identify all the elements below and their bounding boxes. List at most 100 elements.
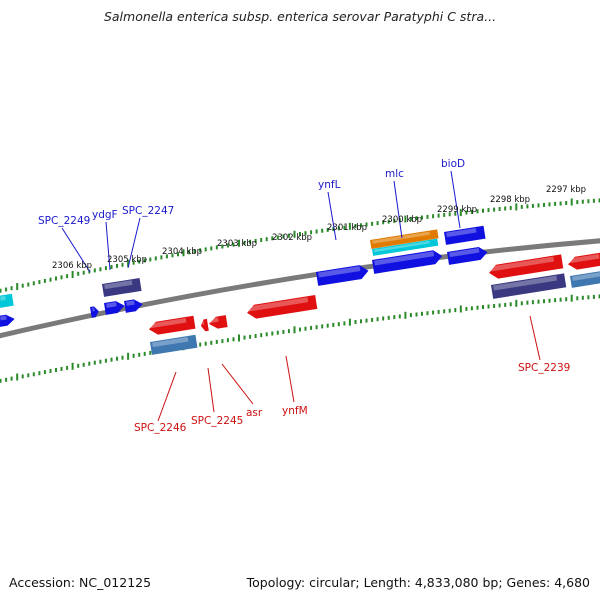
forward-gene-arrow[interactable] bbox=[124, 298, 144, 313]
ruler-tick-label: 2298 kbp bbox=[490, 195, 530, 205]
dark-feature-block[interactable] bbox=[491, 273, 567, 299]
inner-ruler-tick bbox=[348, 318, 351, 326]
outer-ruler-tick bbox=[515, 203, 518, 211]
reverse-gene-label[interactable]: SPC_2246 bbox=[134, 422, 187, 434]
outer-ruler-tick bbox=[437, 213, 440, 218]
reverse-gene-arrow[interactable] bbox=[488, 254, 564, 279]
inner-ruler-tick bbox=[0, 378, 2, 383]
forward-gene-leader bbox=[393, 180, 403, 239]
outer-ruler-tick bbox=[282, 234, 285, 239]
forward-gene-arrow[interactable] bbox=[104, 300, 126, 315]
inner-ruler-tick bbox=[77, 363, 80, 368]
outer-ruler-tick bbox=[49, 277, 52, 282]
forward-gene-arrow[interactable] bbox=[316, 264, 370, 286]
outer-ruler-tick bbox=[171, 253, 174, 258]
inner-ruler-tick bbox=[443, 309, 446, 314]
inner-ruler-tick bbox=[93, 360, 96, 365]
inner-ruler-tick bbox=[5, 377, 8, 382]
outer-ruler-tick bbox=[554, 201, 557, 206]
outer-ruler-tick bbox=[315, 229, 318, 234]
outer-ruler-tick bbox=[182, 249, 185, 257]
dark-feature-block[interactable] bbox=[102, 278, 142, 297]
outer-ruler-tick bbox=[116, 263, 118, 268]
inner-ruler-tick bbox=[421, 311, 423, 316]
forward-gene-label[interactable]: SPC_2247 bbox=[122, 205, 174, 217]
outer-ruler-tick bbox=[415, 216, 418, 221]
inner-ruler-tick bbox=[493, 304, 496, 308]
ruler-tick-label: 2299 kbp bbox=[437, 205, 477, 215]
reverse-gene-arrow[interactable] bbox=[200, 318, 209, 332]
outer-ruler-tick bbox=[326, 227, 329, 232]
outer-ruler-tick bbox=[565, 201, 568, 205]
outer-ruler-tick bbox=[570, 198, 573, 206]
inner-ruler-tick bbox=[315, 325, 318, 330]
outer-ruler-tick bbox=[409, 216, 412, 221]
outer-ruler-tick bbox=[360, 223, 362, 228]
forward-gene-leader bbox=[61, 227, 91, 273]
outer-ruler-tick bbox=[543, 202, 545, 207]
forward-gene-label[interactable]: SPC_2249 bbox=[38, 215, 90, 227]
forward-gene-arrow[interactable] bbox=[447, 246, 489, 265]
outer-ruler-tick bbox=[293, 230, 296, 238]
outer-ruler-tick bbox=[404, 215, 407, 223]
reverse-gene-label[interactable]: ynfM bbox=[282, 405, 308, 417]
outer-ruler-tick bbox=[276, 235, 279, 240]
inner-ruler-tick bbox=[276, 330, 279, 335]
outer-ruler-tick bbox=[238, 239, 240, 247]
outer-ruler-tick bbox=[243, 240, 246, 245]
inner-ruler-tick bbox=[82, 362, 85, 367]
inner-ruler-tick bbox=[66, 365, 69, 370]
reverse-gene-label[interactable]: SPC_2239 bbox=[518, 362, 570, 374]
inner-ruler-tick bbox=[476, 305, 479, 310]
reverse-gene-arrow[interactable] bbox=[246, 295, 318, 320]
outer-ruler-tick bbox=[459, 209, 462, 217]
inner-ruler-tick bbox=[398, 314, 401, 319]
inner-ruler-tick bbox=[143, 351, 146, 356]
inner-ruler-tick bbox=[326, 323, 329, 328]
inner-ruler-tick bbox=[88, 361, 91, 366]
feature-track[interactable] bbox=[0, 225, 600, 355]
steel-feature-block[interactable] bbox=[150, 334, 198, 355]
inner-ruler-tick bbox=[426, 311, 429, 316]
forward-gene-label[interactable]: ydgF bbox=[92, 209, 118, 221]
outer-ruler-tick bbox=[249, 239, 252, 244]
inner-ruler bbox=[0, 294, 600, 383]
inner-ruler-tick bbox=[127, 352, 130, 360]
inner-ruler-tick bbox=[531, 300, 534, 305]
outer-ruler bbox=[0, 198, 600, 293]
inner-ruler-tick bbox=[226, 338, 229, 343]
forward-gene-block[interactable] bbox=[444, 225, 486, 245]
reverse-gene-arrow[interactable] bbox=[208, 315, 228, 330]
outer-ruler-tick bbox=[193, 249, 196, 254]
forward-gene-arrow[interactable] bbox=[0, 313, 16, 327]
inner-ruler-tick bbox=[10, 376, 13, 381]
outer-ruler-tick bbox=[71, 271, 74, 278]
outer-ruler-tick bbox=[504, 206, 507, 211]
inner-ruler-tick bbox=[382, 316, 385, 321]
reverse-gene-arrow[interactable] bbox=[567, 251, 600, 271]
inner-ruler-tick bbox=[215, 339, 218, 344]
inner-ruler-tick bbox=[43, 370, 46, 375]
forward-gene-label[interactable]: mlc bbox=[385, 168, 404, 180]
reverse-gene-label[interactable]: SPC_2245 bbox=[191, 415, 243, 427]
cyan-feature-block[interactable] bbox=[372, 238, 439, 256]
forward-gene-arrow[interactable] bbox=[372, 249, 443, 274]
inner-ruler-tick bbox=[487, 304, 490, 309]
rna-feature-block[interactable] bbox=[370, 229, 439, 249]
outer-ruler-tick bbox=[476, 209, 479, 214]
reverse-gene-label[interactable]: asr bbox=[246, 407, 263, 419]
forward-gene-label[interactable]: ynfL bbox=[318, 179, 341, 191]
reverse-gene-arrow[interactable] bbox=[148, 315, 196, 336]
inner-ruler-tick bbox=[526, 300, 529, 305]
ruler-tick-label: 2306 kbp bbox=[52, 261, 92, 271]
cyan-feature-block[interactable] bbox=[0, 293, 14, 308]
steel-feature-block[interactable] bbox=[570, 269, 600, 288]
inner-ruler-tick bbox=[27, 373, 30, 378]
inner-ruler-tick bbox=[337, 322, 340, 327]
forward-gene-arrow[interactable] bbox=[90, 306, 100, 318]
outer-ruler-tick bbox=[443, 212, 446, 217]
outer-ruler-tick bbox=[287, 233, 290, 238]
outer-ruler-tick bbox=[0, 288, 2, 293]
forward-gene-label[interactable]: bioD bbox=[441, 158, 465, 170]
